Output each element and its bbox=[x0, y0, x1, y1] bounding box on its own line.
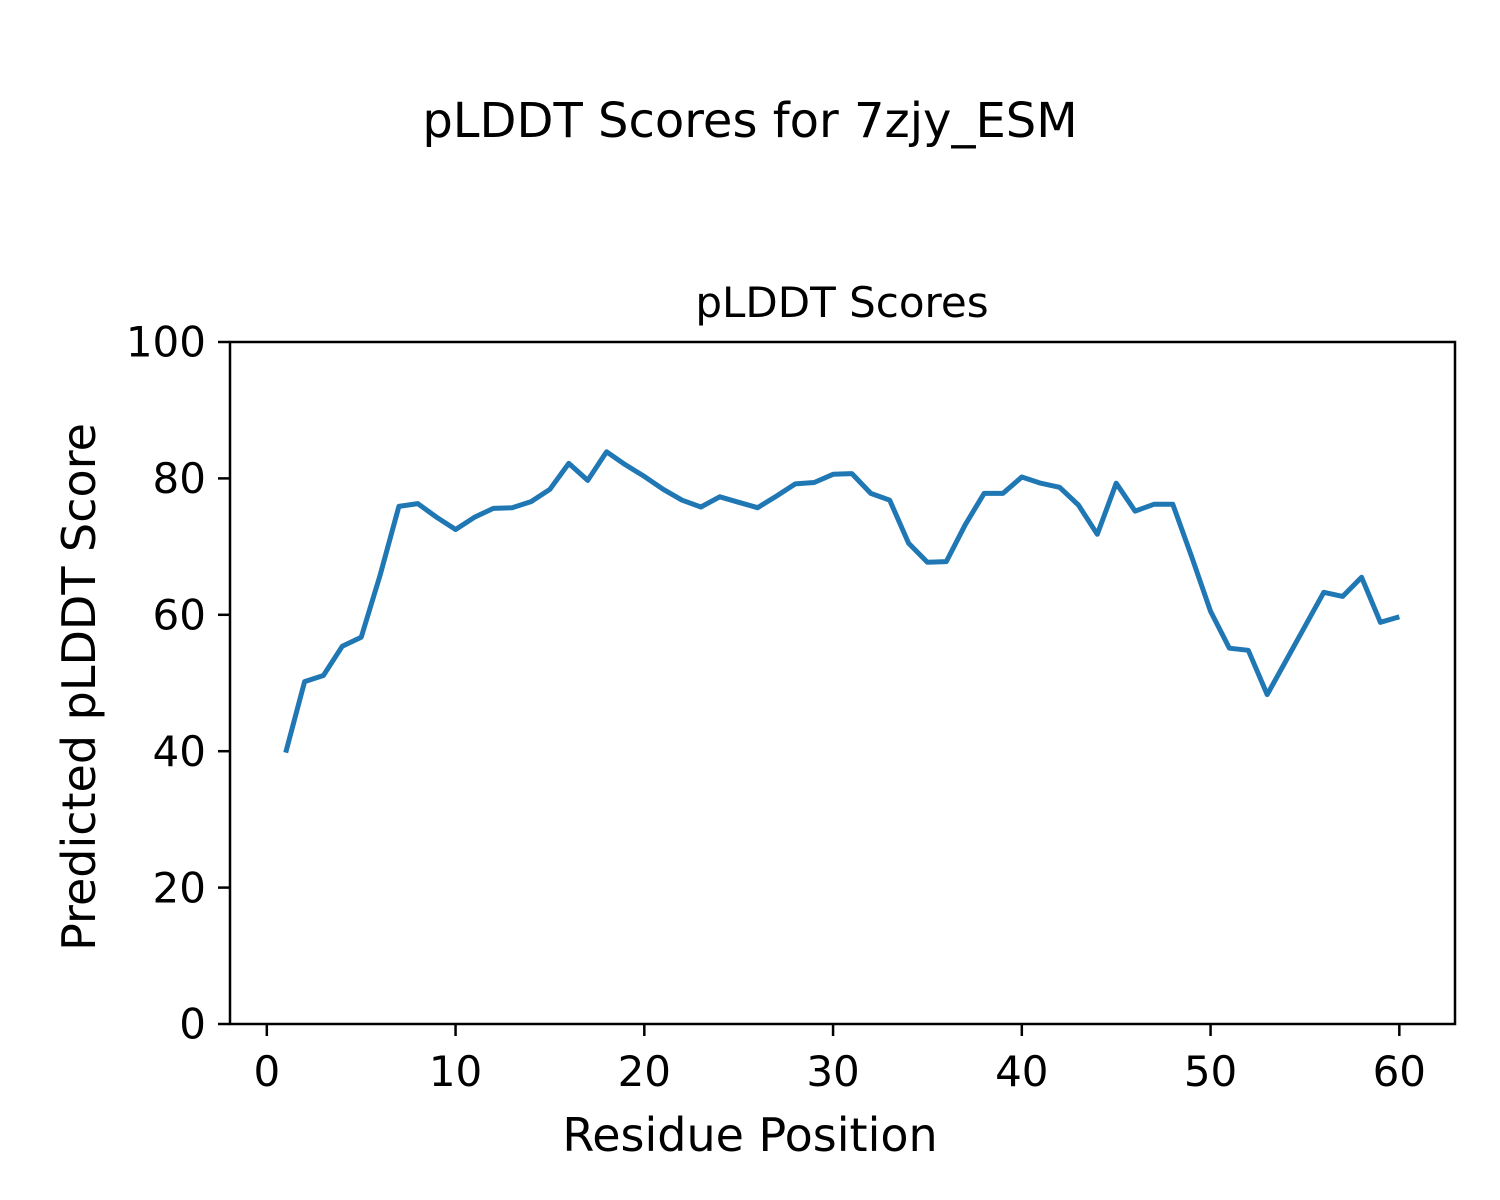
y-tick-label: 20 bbox=[153, 863, 206, 912]
x-tick-label: 50 bbox=[1184, 1047, 1237, 1096]
y-tick-label: 80 bbox=[153, 454, 206, 503]
y-tick-label: 100 bbox=[126, 318, 206, 367]
x-tick-label: 60 bbox=[1373, 1047, 1426, 1096]
x-tick-label: 10 bbox=[429, 1047, 482, 1096]
x-axis-label: Residue Position bbox=[562, 1108, 937, 1162]
x-tick-label: 30 bbox=[806, 1047, 859, 1096]
x-tick-label: 40 bbox=[995, 1047, 1048, 1096]
y-tick-label: 40 bbox=[153, 727, 206, 776]
y-axis-label: Predicted pLDDT Score bbox=[52, 423, 106, 951]
axes-title: pLDDT Scores bbox=[695, 278, 988, 327]
y-tick-label: 60 bbox=[153, 591, 206, 640]
figure-suptitle: pLDDT Scores for 7zjy_ESM bbox=[422, 93, 1077, 149]
axes-spines bbox=[228, 340, 1457, 1026]
axes-layer: 0 10 20 30 40 50 60 0 20 40 60 80 100 bbox=[126, 318, 1457, 1096]
x-tick-label: 20 bbox=[618, 1047, 671, 1096]
plddt-data-line bbox=[283, 449, 1400, 754]
x-tick-label: 0 bbox=[253, 1047, 280, 1096]
y-tick-label: 0 bbox=[179, 1000, 206, 1049]
